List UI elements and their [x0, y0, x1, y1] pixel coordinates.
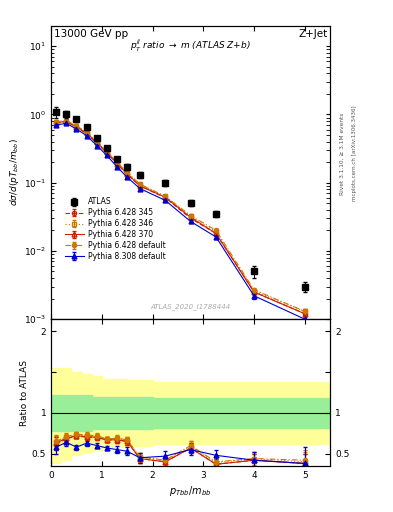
Text: $p_T^{jj}$ ratio $\rightarrow$ m (ATLAS Z+b): $p_T^{jj}$ ratio $\rightarrow$ m (ATLAS …: [130, 37, 251, 54]
Text: Z+Jet: Z+Jet: [298, 29, 327, 38]
X-axis label: $p_{Tbb}/m_{bb}$: $p_{Tbb}/m_{bb}$: [169, 484, 212, 498]
Text: 13000 GeV pp: 13000 GeV pp: [54, 29, 128, 38]
Legend: ATLAS, Pythia 6.428 345, Pythia 6.428 346, Pythia 6.428 370, Pythia 6.428 defaul: ATLAS, Pythia 6.428 345, Pythia 6.428 34…: [63, 196, 167, 263]
Y-axis label: Ratio to ATLAS: Ratio to ATLAS: [20, 359, 29, 425]
Text: Rivet 3.1.10, ≥ 3.1M events: Rivet 3.1.10, ≥ 3.1M events: [340, 113, 345, 195]
Y-axis label: $d\sigma/d(pT_{bb}/m_{bb})$: $d\sigma/d(pT_{bb}/m_{bb})$: [8, 138, 21, 206]
Text: ATLAS_2020_I1788444: ATLAS_2020_I1788444: [151, 304, 231, 310]
Text: mcplots.cern.ch [arXiv:1306.3436]: mcplots.cern.ch [arXiv:1306.3436]: [352, 106, 357, 201]
